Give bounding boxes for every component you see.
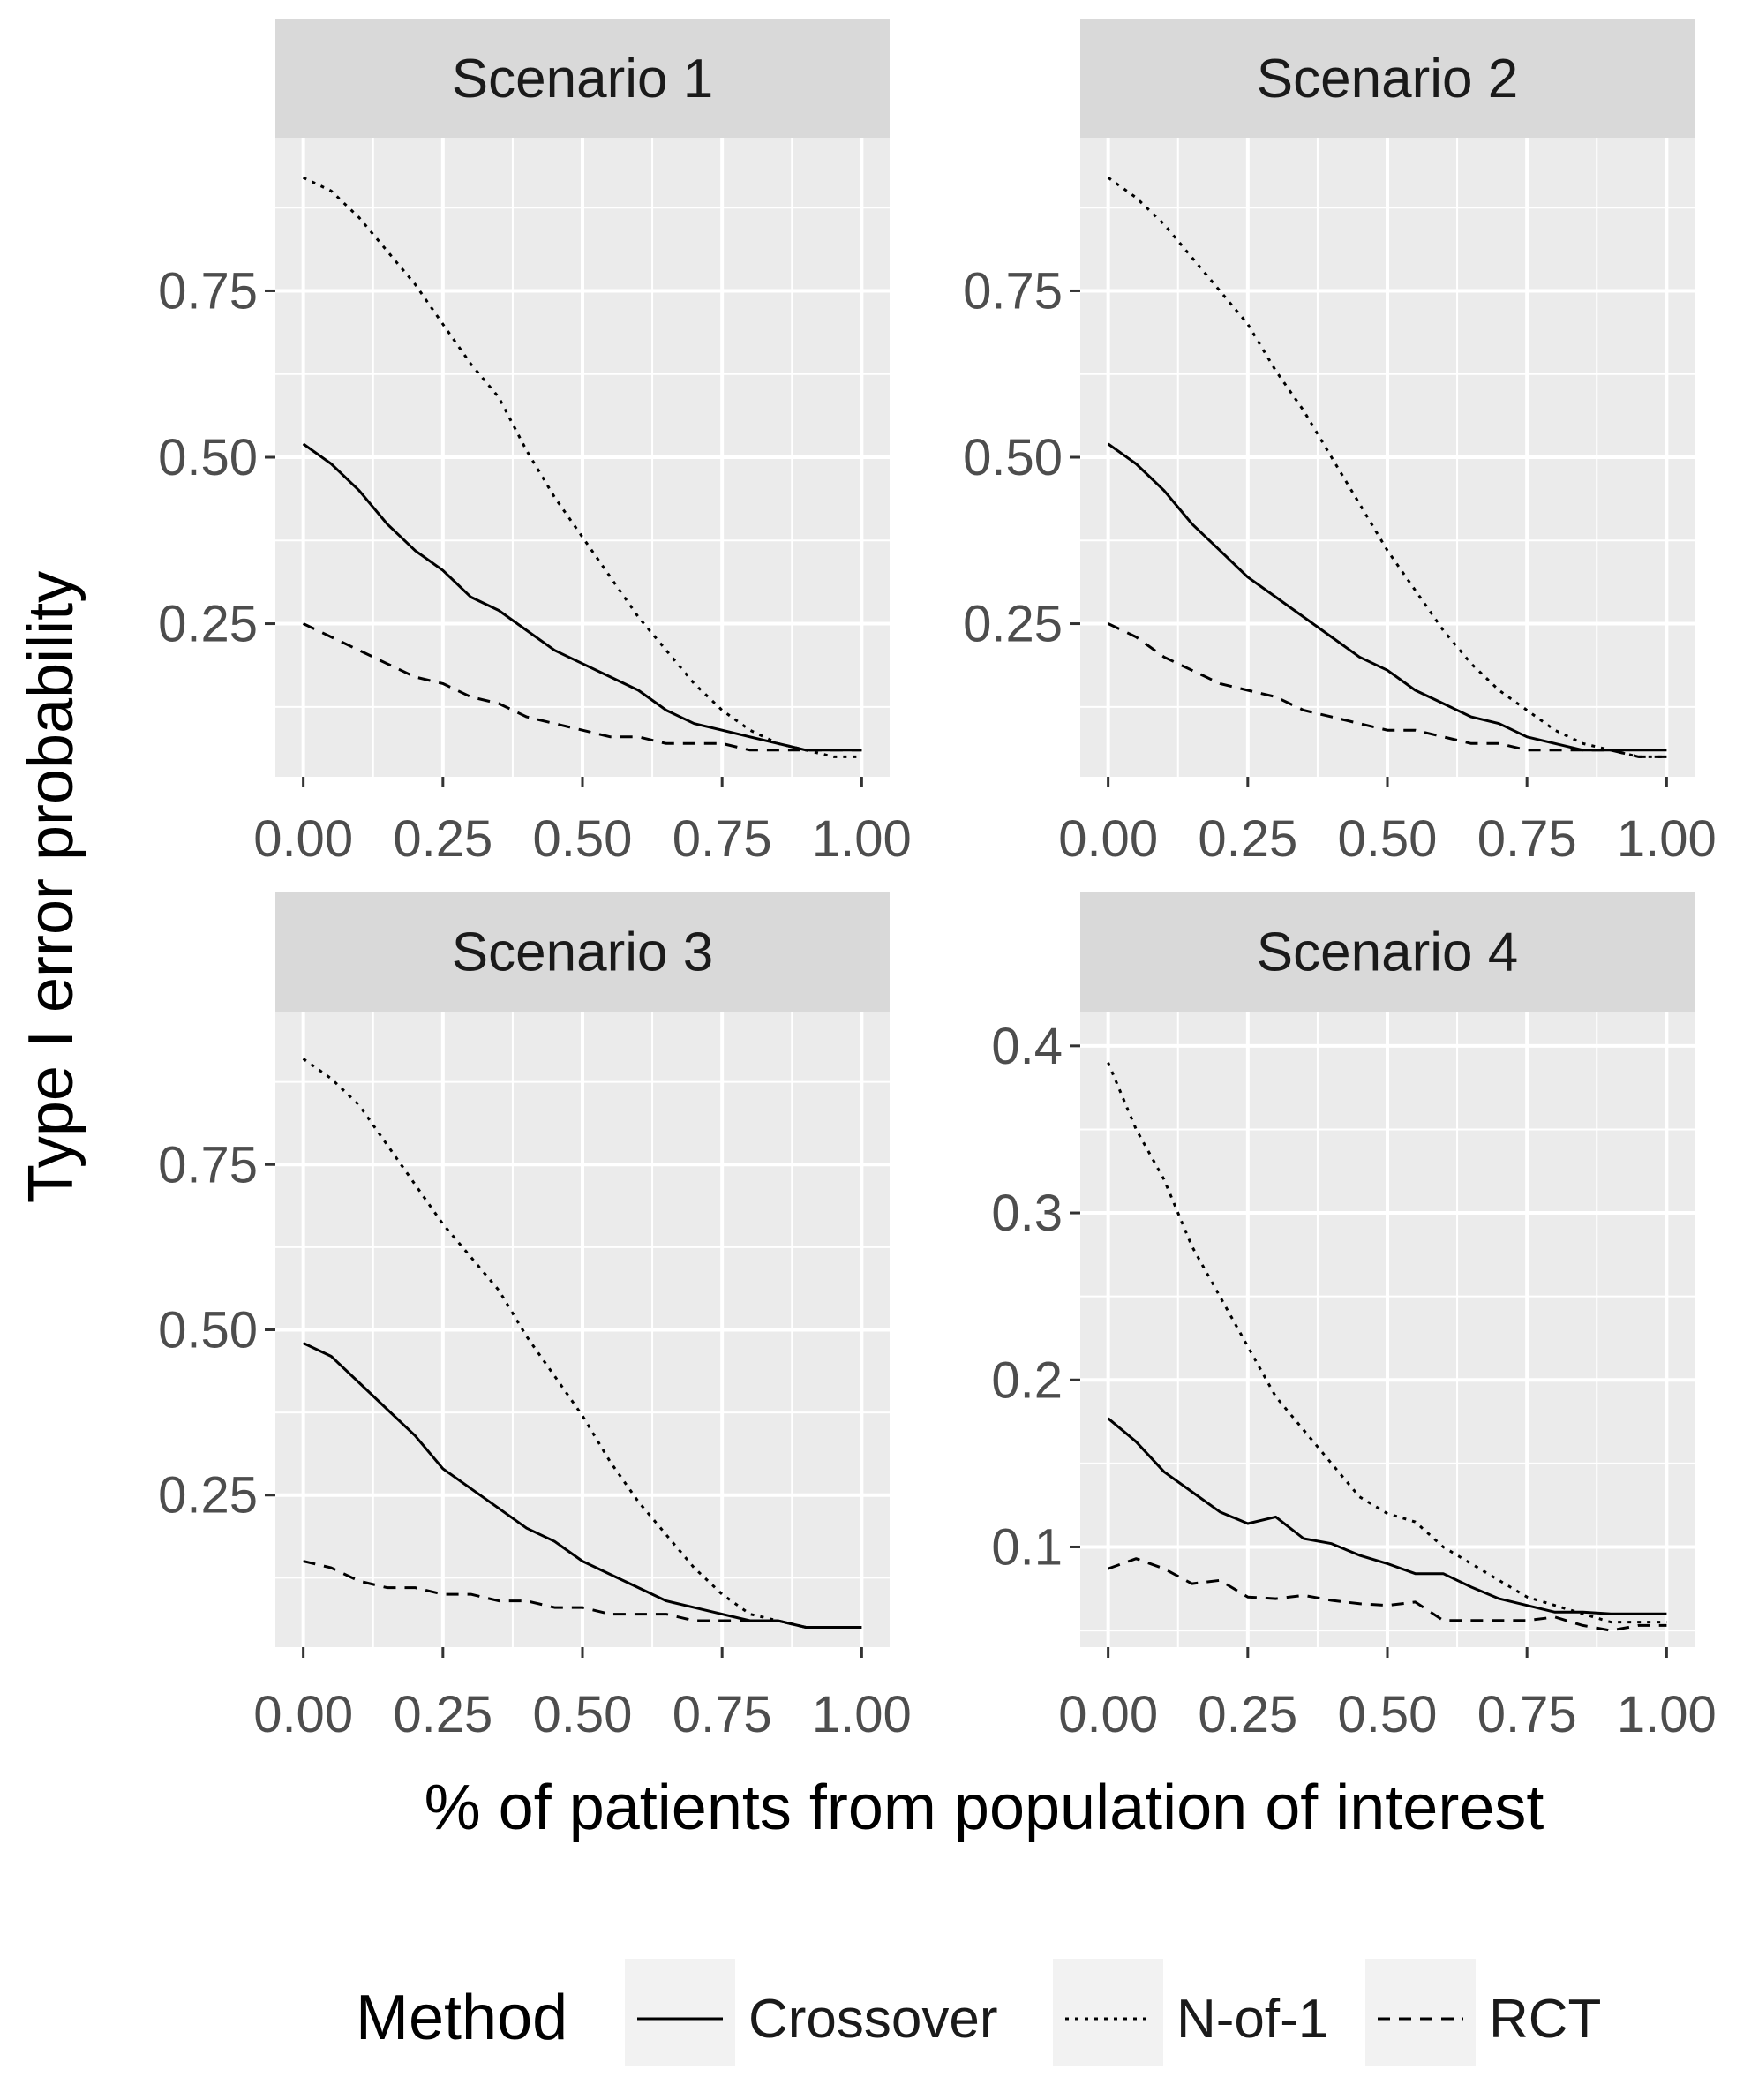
strip-background	[275, 19, 890, 138]
strip-label: Scenario 3	[452, 922, 713, 983]
strip-background	[1080, 19, 1695, 138]
x-tick-label: 0.00	[253, 1686, 353, 1743]
y-tick-label: 0.75	[963, 262, 1063, 320]
x-tick-label: 0.00	[1058, 1686, 1158, 1743]
x-tick-label: 0.25	[1198, 1686, 1297, 1743]
x-tick-label: 0.50	[533, 810, 633, 868]
series-line-n-of-1	[1107, 1062, 1667, 1624]
x-axis-title: % of patients from population of interes…	[425, 1773, 1544, 1843]
strip-label: Scenario 4	[1257, 922, 1518, 983]
series-line-rct	[1107, 622, 1667, 758]
panel-2: Scenario 2 0.25 0.50 0.75 0.00 0.25 0.50 0.75 1.…	[963, 19, 1717, 868]
x-tick-label: 0.25	[1198, 810, 1297, 868]
series-line-crossover	[1107, 442, 1667, 752]
y-tick-label: 0.2	[991, 1351, 1063, 1409]
series-line-rct	[303, 1560, 862, 1629]
y-tick-label: 0.1	[991, 1518, 1063, 1576]
legend: Method Crossover N-of-1 RCT	[356, 1959, 1601, 2066]
y-tick-label: 0.3	[991, 1185, 1063, 1242]
strip-background	[1080, 892, 1695, 1012]
series-line-n-of-1	[1107, 176, 1667, 758]
x-tick-label: 1.00	[812, 810, 912, 868]
y-tick-label: 0.4	[991, 1018, 1063, 1075]
legend-label: N-of-1	[1176, 1989, 1328, 2050]
legend-key-background	[1365, 1959, 1476, 2066]
x-tick-label: 0.75	[673, 810, 772, 868]
x-tick-label: 0.75	[673, 1686, 772, 1743]
x-tick-label: 0.50	[1338, 1686, 1438, 1743]
x-tick-label: 1.00	[812, 1686, 912, 1743]
y-tick-label: 0.25	[158, 1467, 258, 1524]
y-tick-label: 0.75	[158, 262, 258, 320]
legend-key-background	[1053, 1959, 1163, 2066]
series-line-crossover	[302, 442, 862, 752]
y-tick-label: 0.25	[963, 596, 1063, 653]
x-tick-label: 0.00	[253, 810, 353, 868]
x-tick-label: 1.00	[1617, 810, 1717, 868]
strip-label: Scenario 1	[452, 49, 713, 109]
x-tick-label: 0.75	[1477, 810, 1577, 868]
series-line-n-of-1	[302, 1058, 862, 1629]
x-tick-label: 0.00	[1058, 810, 1158, 868]
x-tick-label: 0.25	[393, 810, 492, 868]
x-tick-label: 0.25	[393, 1686, 492, 1743]
x-tick-label: 1.00	[1617, 1686, 1717, 1743]
legend-label: RCT	[1489, 1989, 1601, 2050]
y-tick-label: 0.50	[158, 429, 258, 486]
legend-item-n-of-1: N-of-1	[1053, 1959, 1328, 2066]
y-tick-label: 0.50	[963, 429, 1063, 486]
panel-4: Scenario 4 0.1 0.2 0.3 0.4 0.00 0.25 0.50 0.75 1.…	[991, 892, 1717, 1743]
strip-background	[275, 892, 890, 1012]
legend-label: Crossover	[748, 1989, 998, 2050]
legend-item-crossover: Crossover	[625, 1959, 998, 2066]
panel-1: Scenario 1 0.25 0.50 0.75 0.00 0.25 0.50 0.75 1.…	[158, 19, 912, 868]
strip-label: Scenario 2	[1257, 49, 1518, 109]
y-tick-label: 0.75	[158, 1136, 258, 1193]
y-tick-label: 0.25	[158, 596, 258, 653]
legend-item-rct: RCT	[1365, 1959, 1601, 2066]
series-line-n-of-1	[302, 176, 862, 758]
y-tick-label: 0.50	[158, 1302, 258, 1359]
x-tick-label: 0.50	[1338, 810, 1438, 868]
legend-key-background	[625, 1959, 735, 2066]
series-line-rct	[302, 622, 862, 752]
y-axis-title: Type I error probability	[16, 571, 86, 1203]
legend-title: Method	[356, 1983, 567, 2053]
x-tick-label: 0.75	[1477, 1686, 1577, 1743]
panel-3: Scenario 3 0.25 0.50 0.75 0.00 0.25 0.50 0.75 1.…	[158, 892, 912, 1743]
x-tick-label: 0.50	[533, 1686, 633, 1743]
